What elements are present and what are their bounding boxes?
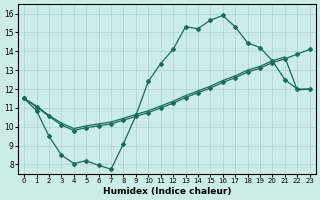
X-axis label: Humidex (Indice chaleur): Humidex (Indice chaleur) [103,187,231,196]
